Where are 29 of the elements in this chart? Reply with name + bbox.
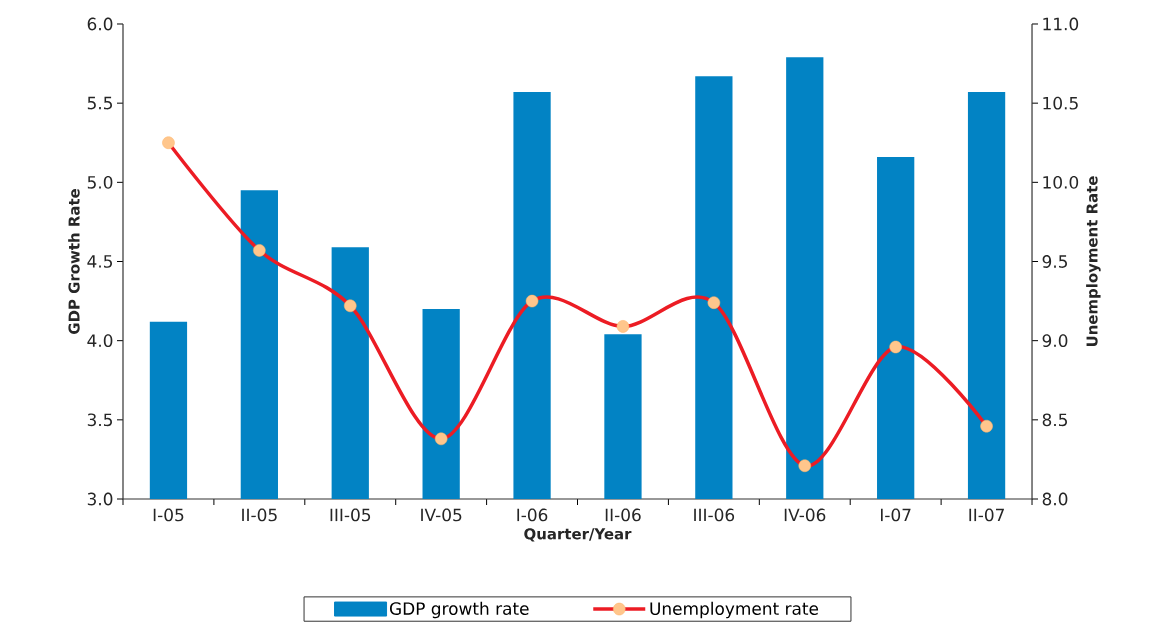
- legend-label: Unemployment rate: [650, 601, 819, 619]
- x-tick-label: IV-05: [421, 508, 462, 522]
- y2-tick-label: 9.0: [1042, 334, 1068, 348]
- x-tick-label: III-06: [694, 508, 735, 522]
- x-tick-label: I-07: [880, 508, 911, 522]
- x-tick-label: II-06: [605, 508, 641, 522]
- y2-tick-label: 9.5: [1042, 255, 1067, 268]
- y-tick-label: 5.5: [87, 96, 112, 110]
- x-tick-label: IV-06: [784, 508, 826, 522]
- x-tick-label: II-07: [969, 508, 1004, 522]
- x-tick-label: I-05: [153, 508, 184, 522]
- y2-tick-label: 10.5: [1043, 96, 1078, 110]
- y-tick-label: 5.0: [87, 175, 113, 189]
- y-tick-label: 4.5: [87, 255, 112, 268]
- x-axis-title: Quarter/Year: [524, 528, 632, 542]
- y-tick-label: 6.0: [87, 17, 113, 31]
- y-tick-label: 3.0: [87, 492, 113, 506]
- legend-label: GDP growth rate: [390, 601, 529, 619]
- x-tick-label: I-06: [517, 508, 548, 522]
- x-tick-label: II-05: [242, 508, 277, 522]
- y-axis-title: GDP Growth Rate: [68, 189, 80, 334]
- y-tick-label: 3.5: [87, 413, 112, 427]
- y2-tick-label: 11.0: [1043, 17, 1079, 31]
- y2-tick-label: 10.0: [1043, 175, 1079, 189]
- x-tick-label: III-05: [330, 508, 371, 522]
- y2-tick-label: 8.5: [1042, 413, 1067, 427]
- y-tick-label: 4.0: [87, 334, 113, 348]
- y2-axis-title: Unemployment Rate: [1086, 176, 1101, 347]
- y2-tick-label: 8.0: [1042, 492, 1068, 506]
